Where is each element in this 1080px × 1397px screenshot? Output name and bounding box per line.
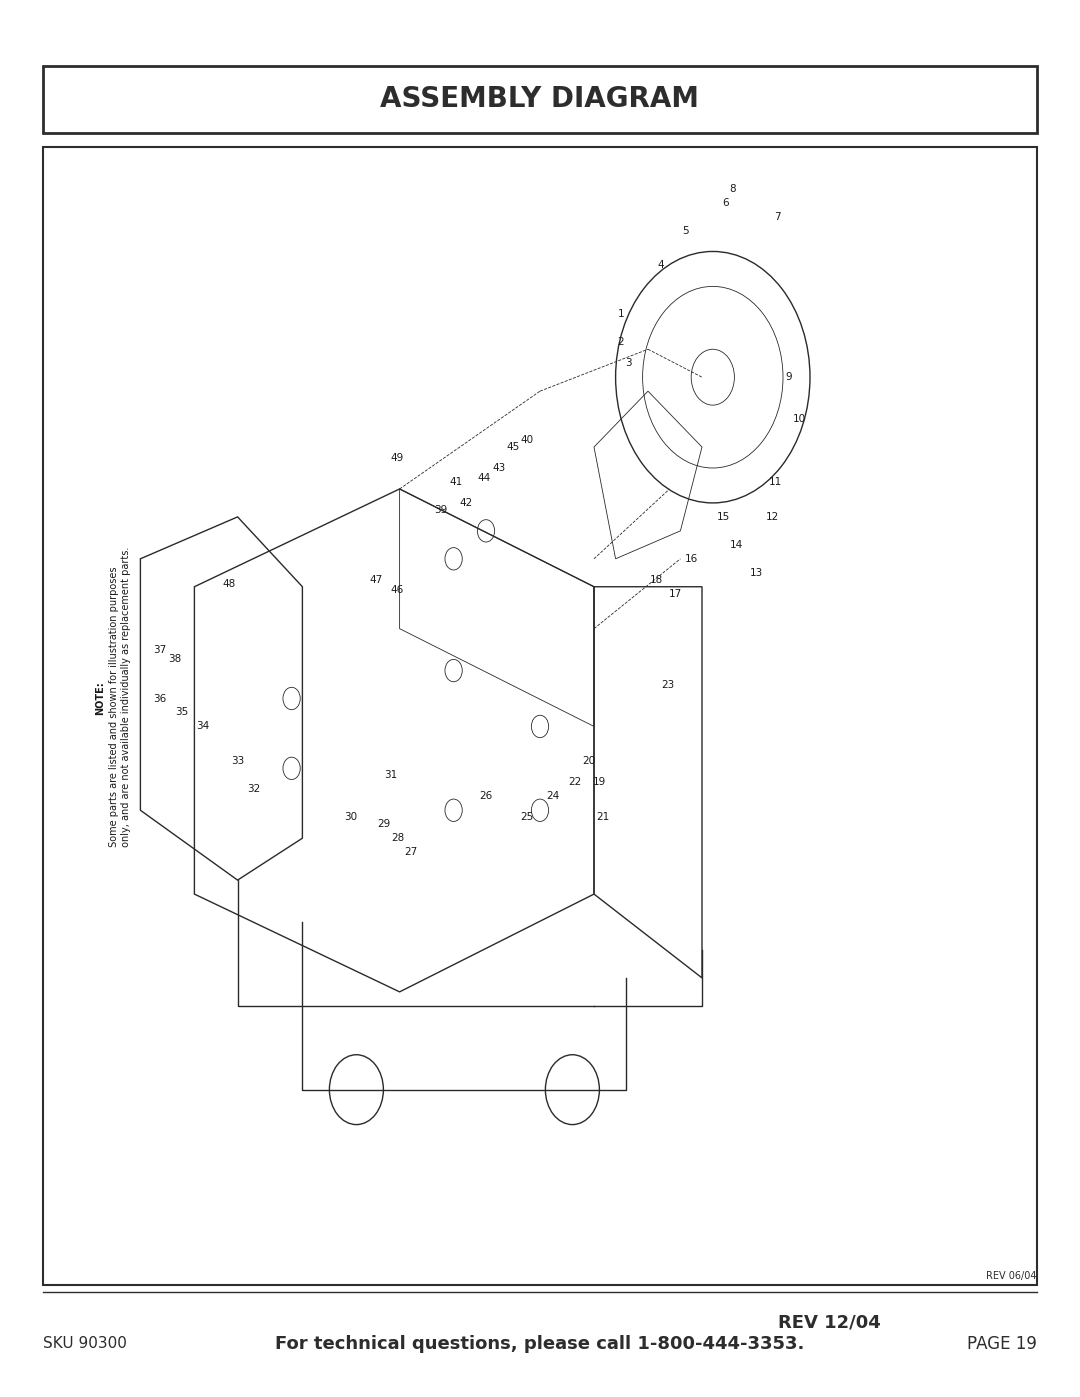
Text: 48: 48 bbox=[222, 578, 235, 590]
Text: 22: 22 bbox=[568, 777, 581, 788]
Text: 44: 44 bbox=[477, 472, 490, 483]
Text: 28: 28 bbox=[391, 833, 404, 844]
Text: 2: 2 bbox=[618, 337, 624, 348]
Text: 8: 8 bbox=[729, 183, 735, 194]
Text: 36: 36 bbox=[153, 693, 166, 704]
Text: 29: 29 bbox=[377, 819, 390, 830]
Text: 30: 30 bbox=[345, 812, 357, 823]
Text: 4: 4 bbox=[658, 260, 664, 271]
Text: 42: 42 bbox=[460, 497, 473, 509]
Text: 16: 16 bbox=[685, 553, 698, 564]
Text: 19: 19 bbox=[593, 777, 606, 788]
Text: 34: 34 bbox=[197, 721, 210, 732]
Text: 37: 37 bbox=[153, 644, 166, 655]
Text: 6: 6 bbox=[723, 197, 729, 208]
Text: 18: 18 bbox=[650, 574, 663, 585]
Text: 49: 49 bbox=[391, 453, 404, 464]
Text: 17: 17 bbox=[669, 588, 681, 599]
Text: 25: 25 bbox=[521, 812, 534, 823]
Text: NOTE:: NOTE: bbox=[95, 682, 105, 715]
Text: 38: 38 bbox=[168, 654, 181, 665]
Text: 3: 3 bbox=[625, 358, 632, 369]
Text: 46: 46 bbox=[391, 584, 404, 595]
Text: REV 06/04: REV 06/04 bbox=[986, 1271, 1037, 1281]
Text: 39: 39 bbox=[434, 504, 447, 515]
FancyBboxPatch shape bbox=[43, 66, 1037, 133]
Text: Some parts are listed and shown for illustration purposes
 only, and are not ava: Some parts are listed and shown for illu… bbox=[109, 546, 131, 851]
Text: 23: 23 bbox=[661, 679, 674, 690]
Text: ASSEMBLY DIAGRAM: ASSEMBLY DIAGRAM bbox=[380, 85, 700, 113]
Text: 47: 47 bbox=[369, 574, 382, 585]
Text: For technical questions, please call 1-800-444-3353.: For technical questions, please call 1-8… bbox=[275, 1336, 805, 1352]
Text: 10: 10 bbox=[793, 414, 806, 425]
Text: 33: 33 bbox=[231, 756, 244, 767]
Text: 40: 40 bbox=[521, 434, 534, 446]
Text: 14: 14 bbox=[730, 539, 743, 550]
Text: REV 12/04: REV 12/04 bbox=[778, 1315, 880, 1331]
Text: 15: 15 bbox=[717, 511, 730, 522]
Text: 12: 12 bbox=[766, 511, 779, 522]
FancyBboxPatch shape bbox=[43, 147, 1037, 1285]
Text: 45: 45 bbox=[507, 441, 519, 453]
Text: 24: 24 bbox=[546, 791, 559, 802]
Text: 32: 32 bbox=[247, 784, 260, 795]
Text: 9: 9 bbox=[785, 372, 792, 383]
Text: 21: 21 bbox=[596, 812, 609, 823]
Text: 11: 11 bbox=[769, 476, 782, 488]
Text: 7: 7 bbox=[774, 211, 781, 222]
Text: 27: 27 bbox=[404, 847, 417, 858]
Text: SKU 90300: SKU 90300 bbox=[43, 1337, 127, 1351]
Text: 35: 35 bbox=[175, 707, 188, 718]
Text: PAGE 19: PAGE 19 bbox=[967, 1336, 1037, 1352]
Text: 5: 5 bbox=[683, 225, 689, 236]
Text: 20: 20 bbox=[582, 756, 595, 767]
Text: 26: 26 bbox=[480, 791, 492, 802]
Text: 41: 41 bbox=[449, 476, 462, 488]
Text: 31: 31 bbox=[384, 770, 397, 781]
Text: 1: 1 bbox=[618, 309, 624, 320]
Text: 13: 13 bbox=[750, 567, 762, 578]
Text: 43: 43 bbox=[492, 462, 505, 474]
